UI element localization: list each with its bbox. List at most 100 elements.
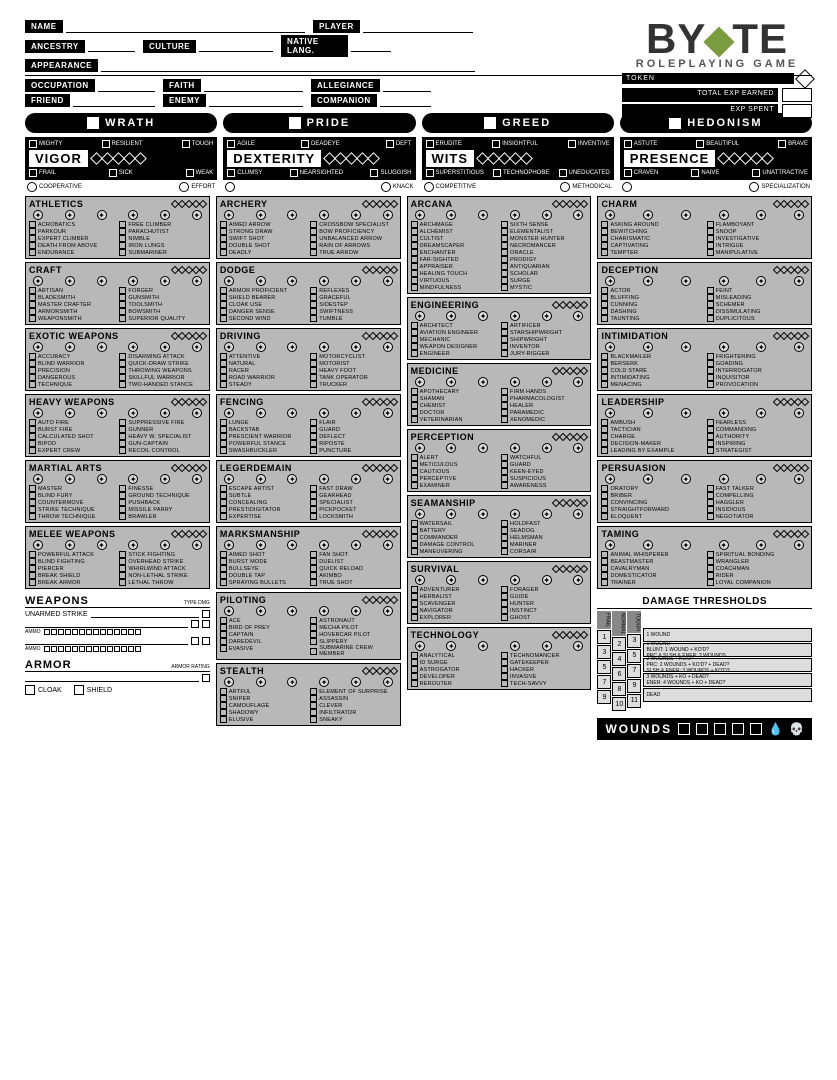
skill-icon[interactable]: ✦ <box>97 276 107 286</box>
talent[interactable]: SHAMAN <box>411 395 497 402</box>
skill-icon[interactable]: ✦ <box>97 342 107 352</box>
talent[interactable]: SECOND WIND <box>220 315 306 322</box>
talent[interactable]: BIPOD <box>29 440 115 447</box>
field-input[interactable] <box>98 80 155 92</box>
talent[interactable]: ID SURGE <box>411 659 497 666</box>
talent[interactable]: CHEMIST <box>411 402 497 409</box>
talent[interactable]: MOTORCYCLIST <box>310 353 396 360</box>
skill-icon[interactable]: ✦ <box>756 540 766 550</box>
talent[interactable]: POWERFUL ATTACK <box>29 551 115 558</box>
talent[interactable]: BATTERY <box>411 527 497 534</box>
ammo-box[interactable] <box>58 646 64 652</box>
skill-icon[interactable]: ✦ <box>510 311 520 321</box>
talent[interactable]: ALERT <box>411 454 497 461</box>
talent[interactable]: LOYAL COMPANION <box>707 579 808 586</box>
ammo-box[interactable] <box>72 629 78 635</box>
talent[interactable]: EVASIVE <box>220 645 306 652</box>
skill-pips[interactable] <box>172 201 206 207</box>
talent[interactable]: ADVENTURER <box>411 586 497 593</box>
ammo-box[interactable] <box>86 629 92 635</box>
field-input[interactable] <box>380 95 431 107</box>
talent[interactable]: SCHEMER <box>707 301 808 308</box>
talent[interactable]: TRUE SHOT <box>310 579 396 586</box>
talent[interactable]: EXPERT CREW <box>29 447 115 454</box>
talent[interactable]: GROUND TECHNIQUE <box>119 492 205 499</box>
talent[interactable]: BEWITCHING <box>601 228 702 235</box>
talent[interactable]: TECH-SAVVY <box>501 680 587 687</box>
skill-icon[interactable]: ✦ <box>351 540 361 550</box>
talent[interactable]: WHIRLWIND ATTACK <box>119 565 205 572</box>
skill-icon[interactable]: ✦ <box>256 342 266 352</box>
talent[interactable]: MASTER CRAFTER <box>29 301 115 308</box>
talent[interactable]: KEEN-EYED <box>501 468 587 475</box>
talent[interactable]: INSIDIOUS <box>707 506 808 513</box>
talent[interactable]: BLACKMAILER <box>601 353 702 360</box>
talent[interactable]: EXPERT CLIMBER <box>29 235 115 242</box>
skill-icon[interactable]: ✦ <box>542 210 552 220</box>
skill-icon[interactable]: ✦ <box>128 342 138 352</box>
field-input[interactable] <box>204 80 303 92</box>
talent[interactable]: DANGER SENSE <box>220 308 306 315</box>
talent[interactable]: INVESTIGATIVE <box>707 235 808 242</box>
skill-icon[interactable]: ✦ <box>192 540 202 550</box>
talent[interactable]: SCHOLAR <box>501 270 587 277</box>
talent[interactable]: INVASIVE <box>501 673 587 680</box>
ammo-box[interactable] <box>114 629 120 635</box>
talent[interactable]: GEARHEAD <box>310 492 396 499</box>
talent[interactable]: GUNSMITH <box>119 294 205 301</box>
skill-icon[interactable]: ✦ <box>224 408 234 418</box>
skill-icon[interactable]: ✦ <box>192 408 202 418</box>
talent[interactable]: PARKOUR <box>29 228 115 235</box>
skill-icon[interactable]: ✦ <box>383 474 393 484</box>
talent[interactable]: INSTINCT <box>501 607 587 614</box>
talent[interactable]: HEALER <box>501 402 587 409</box>
skill-icon[interactable]: ✦ <box>573 575 583 585</box>
stat-pips[interactable] <box>719 154 772 163</box>
skill-pips[interactable] <box>553 302 587 308</box>
stat-pips[interactable] <box>325 154 378 163</box>
talent[interactable]: STEADY <box>220 381 306 388</box>
cloak-check[interactable]: CLOAK <box>25 685 62 695</box>
skill-icon[interactable]: ✦ <box>160 210 170 220</box>
talent[interactable]: SEADOG <box>501 527 587 534</box>
trait[interactable]: NEARSIGHTED <box>290 169 343 177</box>
talent[interactable]: FEARLESS <box>707 419 808 426</box>
talent[interactable]: DOUBLE TAP <box>220 572 306 579</box>
talent[interactable]: PRESTIDIGITATOR <box>220 506 306 513</box>
talent[interactable]: MOTORIST <box>310 360 396 367</box>
skill-pips[interactable] <box>172 267 206 273</box>
talent[interactable]: MYSTIC <box>501 284 587 291</box>
talent[interactable]: SNIPER <box>220 695 306 702</box>
ammo-box[interactable] <box>135 629 141 635</box>
talent[interactable]: PERCEPTIVE <box>411 475 497 482</box>
exp-earned-box[interactable] <box>782 88 812 102</box>
skill-pips[interactable] <box>363 465 397 471</box>
talent[interactable]: LOCKSMITH <box>310 513 396 520</box>
talent[interactable]: QUICK RELOAD <box>310 565 396 572</box>
talent[interactable]: HEAVY W. SPECIALIST <box>119 433 205 440</box>
skill-icon[interactable]: ✦ <box>794 210 804 220</box>
skill-icon[interactable]: ✦ <box>719 540 729 550</box>
skill-icon[interactable]: ✦ <box>794 540 804 550</box>
skill-icon[interactable]: ✦ <box>97 210 107 220</box>
talent[interactable]: DANGEROUS <box>29 374 115 381</box>
talent[interactable]: TAUNTING <box>601 315 702 322</box>
talent[interactable]: ARTFUL <box>220 688 306 695</box>
talent[interactable]: ELEMENTALIST <box>501 228 587 235</box>
talent[interactable]: PIERCER <box>29 565 115 572</box>
skill-icon[interactable]: ✦ <box>224 342 234 352</box>
skill-icon[interactable]: ✦ <box>383 606 393 616</box>
skill-icon[interactable]: ✦ <box>160 276 170 286</box>
skill-icon[interactable]: ✦ <box>128 210 138 220</box>
talent[interactable]: SHIELD BEARER <box>220 294 306 301</box>
skill-pips[interactable] <box>774 267 808 273</box>
skill-icon[interactable]: ✦ <box>287 342 297 352</box>
talent[interactable]: MECHANIC <box>411 336 497 343</box>
field-input[interactable] <box>66 21 305 33</box>
skill-icon[interactable]: ✦ <box>319 210 329 220</box>
talent[interactable]: SURGE <box>501 277 587 284</box>
talent[interactable]: AWARENESS <box>501 482 587 489</box>
talent[interactable]: TWO-HANDED STANCE <box>119 381 205 388</box>
ammo-box[interactable] <box>51 629 57 635</box>
trait[interactable]: WEAK <box>186 169 214 177</box>
